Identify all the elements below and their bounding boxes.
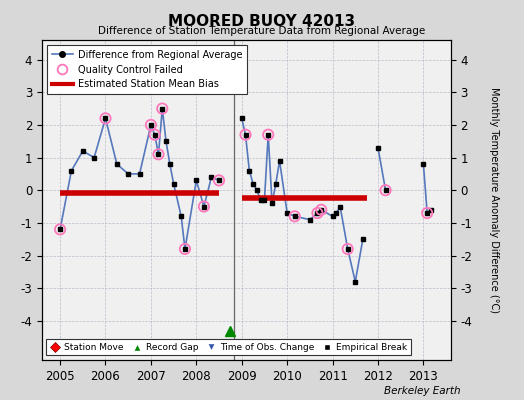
Point [158,105,167,112]
Text: Berkeley Earth: Berkeley Earth [385,386,461,396]
Point [215,177,223,184]
Point [147,122,155,128]
Point [381,187,390,194]
Point [313,210,322,216]
Point [264,132,272,138]
Point [56,226,64,232]
Point [290,213,299,220]
Legend: Station Move, Record Gap, Time of Obs. Change, Empirical Break: Station Move, Record Gap, Time of Obs. C… [47,339,411,356]
Point [181,246,189,252]
Text: MOORED BUOY 42013: MOORED BUOY 42013 [168,14,356,29]
Point [423,210,431,216]
Y-axis label: Monthly Temperature Anomaly Difference (°C): Monthly Temperature Anomaly Difference (… [489,87,499,313]
Point [317,206,325,213]
Point [242,132,250,138]
Point [101,115,110,122]
Point [344,246,352,252]
Point [154,151,162,158]
Text: Difference of Station Temperature Data from Regional Average: Difference of Station Temperature Data f… [99,26,425,36]
Point [200,203,208,210]
Point [150,132,159,138]
